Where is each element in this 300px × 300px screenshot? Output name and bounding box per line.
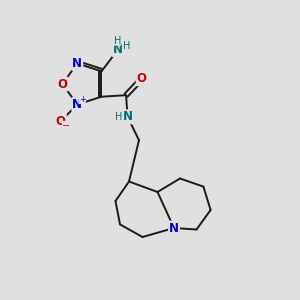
Text: H: H: [114, 36, 121, 46]
Text: N: N: [113, 43, 123, 56]
Text: N: N: [169, 221, 179, 235]
Text: H: H: [123, 41, 131, 51]
Text: +: +: [79, 95, 86, 104]
Text: N: N: [72, 57, 82, 70]
Text: N: N: [123, 110, 133, 123]
Text: N: N: [72, 98, 82, 111]
Text: O: O: [57, 77, 68, 91]
Text: −: −: [62, 121, 70, 131]
Text: O: O: [56, 115, 66, 128]
Text: H: H: [115, 112, 122, 122]
Text: O: O: [137, 72, 147, 85]
